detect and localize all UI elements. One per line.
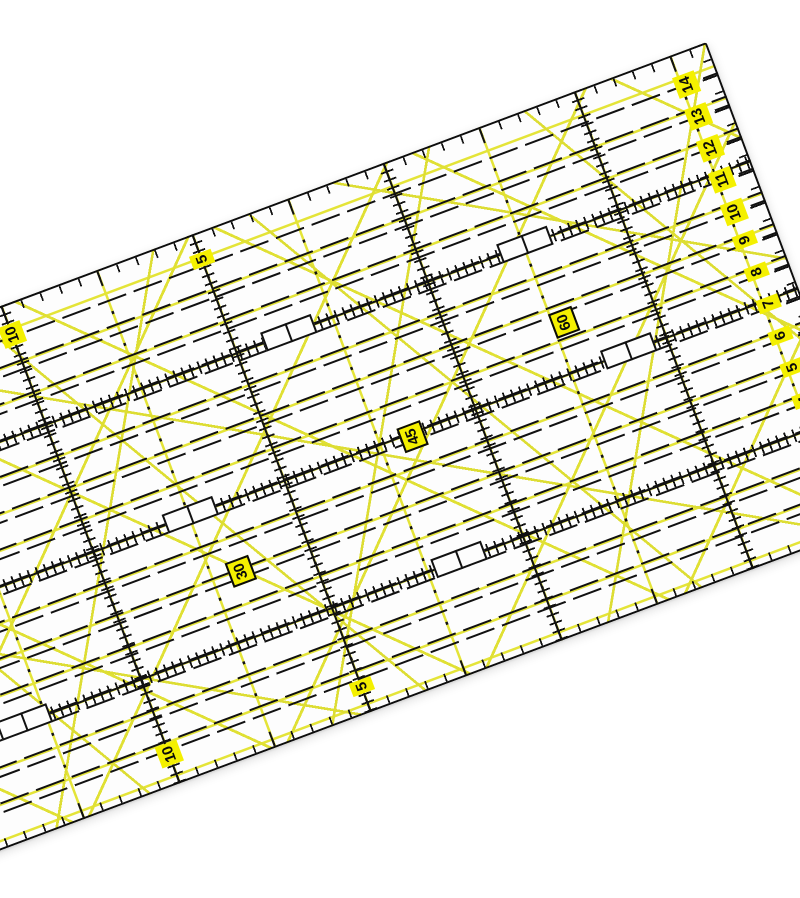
angle-guide-labels: 30 45 60 <box>0 42 800 898</box>
angle-label-45: 45 <box>396 420 429 454</box>
angle-label-60: 60 <box>547 306 581 339</box>
angle-label-30: 30 <box>224 555 258 588</box>
ruler-body: 15 10 5 15 10 5 14 13 12 11 10 9 8 7 6 <box>0 42 800 898</box>
quilting-ruler[interactable]: 15 10 5 15 10 5 14 13 12 11 10 9 8 7 6 <box>0 42 800 898</box>
screenshot-canvas: 15 10 5 15 10 5 14 13 12 11 10 9 8 7 6 <box>0 0 800 800</box>
